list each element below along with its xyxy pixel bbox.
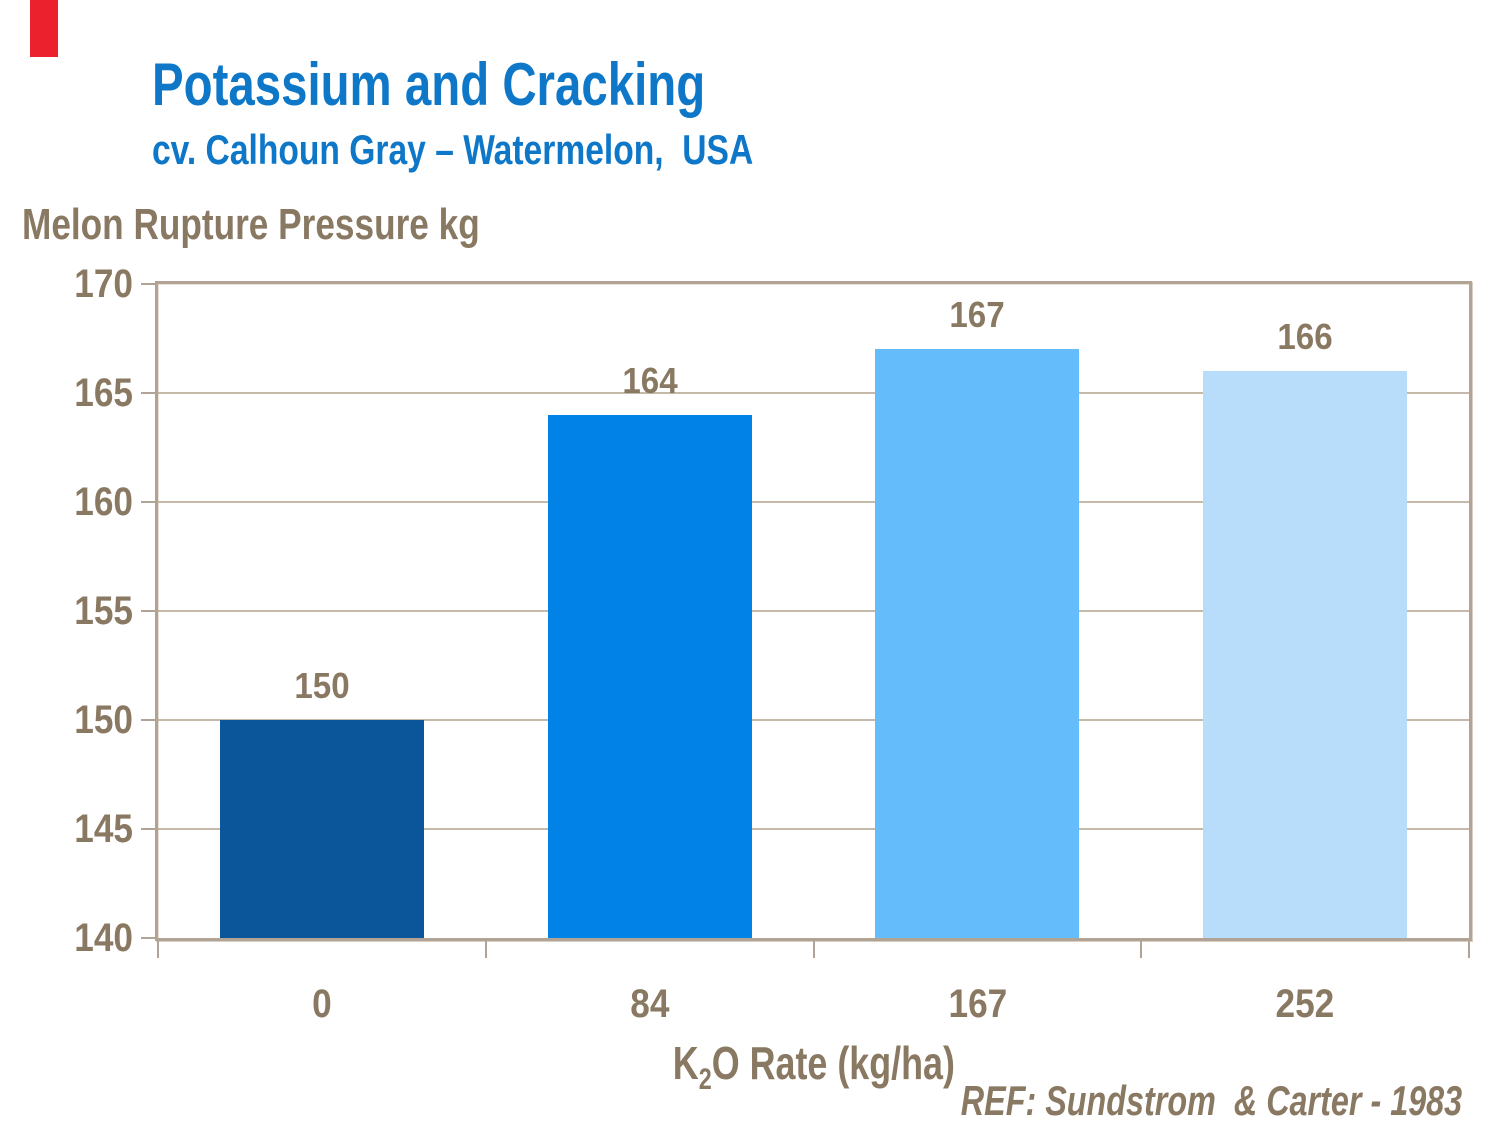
y-axis-title: Melon Rupture Pressure kg (22, 200, 480, 249)
bar-value-label: 164 (621, 359, 678, 401)
x-axis-tick (1140, 941, 1143, 958)
x-axis-category-label: 252 (1275, 982, 1335, 1026)
y-axis-tick (141, 610, 155, 612)
y-axis-tick-label: 150 (74, 698, 133, 742)
y-axis-tick (141, 392, 155, 394)
plot-area (155, 281, 1472, 941)
x-axis-tick (157, 941, 159, 958)
bar-value-label: 167 (949, 294, 1006, 336)
y-axis-tick-label: 155 (74, 589, 133, 633)
y-axis-tick (141, 937, 155, 939)
gridline (158, 828, 1469, 830)
reference-credit: REF: Sundstrom & Carter - 1983 (960, 1077, 1462, 1124)
x-axis-title-rest: O Rate (kg/ha) (711, 1037, 955, 1089)
x-axis-title-text: K2O Rate (kg/ha) (672, 1037, 955, 1096)
x-axis-category-label: 84 (630, 982, 670, 1026)
x-axis-category-label: 167 (948, 982, 1007, 1026)
x-axis-title-base: K (672, 1037, 699, 1089)
page-title: Potassium and Cracking (152, 51, 706, 118)
x-axis-title: K2O Rate (kg/ha) (155, 1037, 1472, 1096)
y-axis-tick-label: 140 (74, 916, 133, 960)
y-axis-tick-label: 165 (74, 371, 133, 415)
bar (875, 349, 1080, 938)
title-block: Potassium and Cracking cv. Calhoun Gray … (152, 53, 904, 171)
y-axis-tick (141, 283, 155, 285)
page-subtitle: cv. Calhoun Gray – Watermelon, USA (152, 126, 754, 173)
x-axis-tick (1468, 941, 1470, 958)
y-axis-tick-label: 145 (74, 807, 133, 851)
x-axis-tick (812, 941, 815, 958)
y-axis-tick-label: 170 (74, 262, 133, 306)
y-axis-tick (141, 828, 155, 830)
gridline (158, 392, 1469, 394)
x-axis-tick (484, 941, 487, 958)
bar (547, 414, 752, 938)
x-axis-category-label: 0 (312, 982, 332, 1026)
gridline (158, 719, 1469, 721)
bar-value-label: 150 (294, 665, 350, 706)
bar (1203, 371, 1408, 938)
y-axis-tick (141, 719, 155, 721)
gridline (158, 610, 1469, 612)
gridline (158, 501, 1469, 503)
red-accent-bar (30, 0, 58, 57)
bar (219, 720, 424, 938)
bar-value-label: 166 (1277, 316, 1333, 358)
x-axis-title-subscript: 2 (698, 1063, 712, 1096)
y-axis-tick (141, 501, 155, 503)
y-axis-tick-label: 160 (74, 480, 133, 524)
